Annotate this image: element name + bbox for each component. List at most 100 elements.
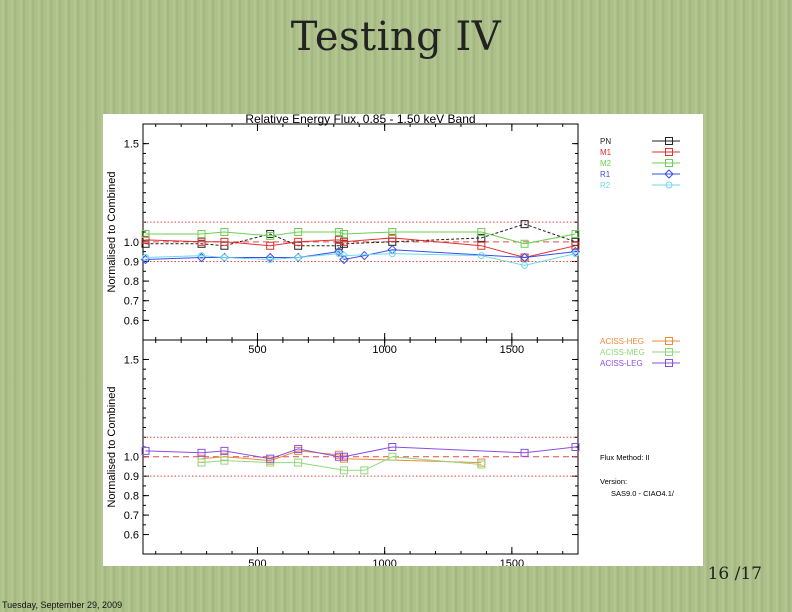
data-point-r1: [334, 246, 344, 257]
data-point-aciss-leg: [334, 452, 343, 461]
data-point-r2: [142, 254, 150, 262]
x-tick-label: 1500: [500, 344, 524, 356]
y-tick-label: 0.9: [124, 256, 139, 268]
data-point-m1: [388, 233, 397, 242]
series-line-pn: [145, 223, 576, 247]
plot-frame-2: [142, 339, 579, 555]
legend-label: ACISS-MEG: [600, 348, 645, 357]
data-point-m2: [477, 228, 486, 236]
y-tick-label: 0.7: [124, 510, 139, 522]
y-tick-label: 0.7: [124, 296, 139, 308]
series-line-r1: [145, 249, 576, 261]
data-point-r1: [265, 252, 275, 263]
data-point-aciss-leg: [197, 448, 206, 457]
data-point-m1: [294, 237, 303, 246]
annotation-text: Version:: [600, 477, 627, 486]
y-axis-label: Normalised to Combined: [106, 386, 118, 507]
data-point-r2: [340, 252, 348, 260]
data-point-aciss-leg: [266, 454, 275, 463]
series-line-m1: [145, 237, 576, 259]
legend-label: R1: [600, 170, 611, 179]
data-point-aciss-leg: [141, 446, 150, 455]
legend-marker: [665, 137, 673, 145]
legend-marker: [664, 169, 674, 179]
plot-frame-1: [142, 123, 579, 341]
legend-label: R2: [600, 181, 611, 190]
data-point-r2: [266, 255, 274, 263]
legend-marker: [665, 148, 673, 156]
data-point-m1: [266, 241, 275, 250]
data-point-aciss-meg: [477, 460, 486, 469]
series-line-aciss-meg: [201, 456, 482, 471]
data-point-r2: [198, 252, 206, 260]
data-point-m1: [197, 237, 206, 246]
data-point-aciss-meg: [197, 458, 206, 467]
data-point-aciss-leg: [294, 444, 303, 453]
x-tick-label: 500: [248, 558, 266, 566]
data-point-r2: [477, 252, 485, 260]
data-point-m1: [220, 237, 229, 246]
legend-marker: [665, 337, 673, 345]
footer-date: Tuesday, September 29, 2009: [2, 600, 123, 610]
data-point-r2: [521, 261, 529, 269]
y-tick-label: 1.5: [124, 354, 139, 366]
y-axis-label: Normalised to Combined: [106, 171, 118, 292]
series-line-m2: [145, 231, 576, 245]
x-tick-label: 500: [248, 344, 266, 356]
data-point-aciss-meg: [388, 452, 397, 461]
data-point-aciss-leg: [220, 446, 229, 455]
y-tick-label: 0.8: [124, 491, 139, 503]
legend-label: M1: [600, 148, 612, 157]
y-tick-label: 0.6: [124, 530, 139, 542]
chart-title: Relative Energy Flux, 0.85 - 1.50 keV Ba…: [245, 114, 475, 126]
chart-svg: Relative Energy Flux, 0.85 - 1.50 keV Ba…: [106, 114, 680, 566]
data-point-m2: [220, 228, 229, 236]
data-point-m2: [520, 239, 529, 248]
legend-marker: [665, 159, 673, 167]
data-point-aciss-meg: [360, 466, 369, 475]
data-point-m2: [339, 229, 348, 238]
y-tick-label: 1.5: [124, 139, 139, 151]
legend-label: M2: [600, 159, 612, 168]
data-point-aciss-meg: [294, 458, 303, 467]
series-line-aciss-leg: [145, 446, 576, 460]
page-number: 16 /17: [707, 564, 762, 584]
legend-label: PN: [600, 137, 611, 146]
data-point-r2: [220, 254, 228, 262]
data-point-m2: [334, 228, 343, 236]
x-tick-label: 1500: [500, 558, 524, 566]
data-point-m1: [334, 235, 343, 244]
data-point-r1: [570, 246, 581, 257]
data-point-aciss-leg: [571, 443, 580, 451]
data-point-m2: [266, 231, 275, 240]
legend-label: ACISS-LEG: [600, 359, 643, 368]
data-point-r1: [519, 252, 530, 263]
data-point-aciss-leg: [388, 443, 397, 451]
data-point-r2: [388, 250, 396, 258]
y-tick-label: 0.8: [124, 276, 139, 288]
data-point-aciss-meg: [220, 456, 229, 465]
y-tick-label: 1.0: [124, 237, 139, 249]
data-point-pn: [520, 220, 529, 229]
data-point-m1: [339, 237, 348, 246]
legend-label: ACISS-HEG: [600, 337, 644, 346]
x-tick-label: 1000: [372, 344, 396, 356]
data-point-m1: [477, 241, 486, 250]
slide-title: Testing IV: [290, 14, 502, 60]
y-tick-label: 0.6: [124, 315, 139, 327]
x-tick-label: 1000: [372, 558, 396, 566]
data-point-r1: [339, 254, 349, 265]
y-tick-label: 0.9: [124, 471, 139, 483]
data-point-m2: [141, 229, 150, 238]
annotation-text: Flux Method: II: [600, 453, 650, 462]
data-point-aciss-meg: [339, 466, 348, 475]
data-point-m1: [571, 241, 580, 250]
data-point-aciss-leg: [339, 452, 348, 461]
data-point-aciss-leg: [520, 448, 529, 457]
series-line-r2: [145, 253, 576, 266]
data-point-r2: [571, 250, 579, 258]
data-point-m2: [197, 229, 206, 238]
data-point-pn: [477, 233, 486, 242]
annotation-text: SAS9.0 - CIAO4.1/: [611, 489, 675, 498]
data-point-m2: [571, 229, 580, 238]
